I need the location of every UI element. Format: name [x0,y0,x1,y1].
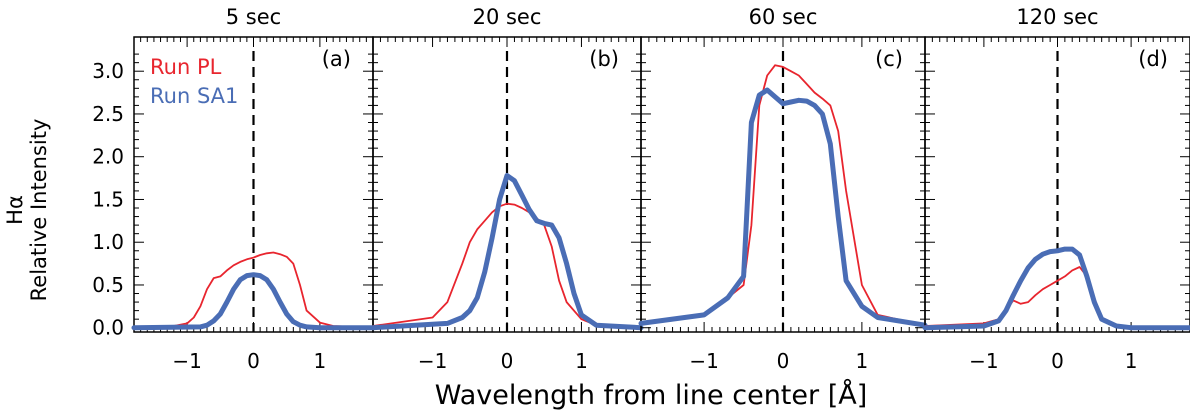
y-tick-label: 1.5 [92,187,124,211]
panel-title: 60 sec [749,5,818,29]
x-tick-label: 1 [314,349,327,373]
panel-title: 5 sec [226,5,281,29]
panel-label: (d) [1138,47,1168,71]
legend-run-pl: Run PL [150,55,222,79]
series-run-sa1 [641,90,925,325]
panel-title: 120 sec [1016,5,1098,29]
x-tick-label: 1 [1125,349,1138,373]
y-tick-label: 2.0 [92,145,124,169]
x-tick-label: −1 [418,349,447,373]
x-tick-label: 0 [777,349,790,373]
x-tick-label: 1 [575,349,588,373]
x-tick-label: −1 [172,349,201,373]
x-axis-label: Wavelength from line center [Å] [435,379,867,411]
y-tick-label: 0.5 [92,273,124,297]
y-tick-label: 2.5 [92,102,124,126]
panel-1: 5 sec (a) −1 0 1 0.0 0.5 1.0 1.5 2.0 2.5 3.0 Run PL R… [92,5,373,373]
panel-3: 60 sec (c) −1 0 1 [641,5,925,373]
panel-4: 120 sec (d) −1 0 1 [925,5,1190,373]
x-tick-label: −1 [969,349,998,373]
x-tick-label: 0 [1051,349,1064,373]
panels-group: 5 sec (a) −1 0 1 0.0 0.5 1.0 1.5 2.0 2.5 3.0 Run PL R… [92,5,1190,373]
y-tick-label: 1.0 [92,230,124,254]
panel-label: (b) [589,47,619,71]
legend-run-sa1: Run SA1 [150,84,238,108]
x-tick-label: 0 [247,349,260,373]
y-axis-label-line2: Relative Intensity [27,119,51,302]
x-tick-label: 1 [856,349,869,373]
panel-label: (c) [875,47,903,71]
panel-title: 20 sec [473,5,542,29]
y-tick-label: 3.0 [92,59,124,83]
y-axis-label-line1: Hα [3,195,27,225]
x-tick-label: −1 [689,349,718,373]
panel-label: (a) [322,47,351,71]
y-tick-label: 0.0 [92,316,124,340]
x-tick-label: 0 [501,349,514,373]
panel-2: 20 sec (b) −1 0 1 [373,5,641,373]
